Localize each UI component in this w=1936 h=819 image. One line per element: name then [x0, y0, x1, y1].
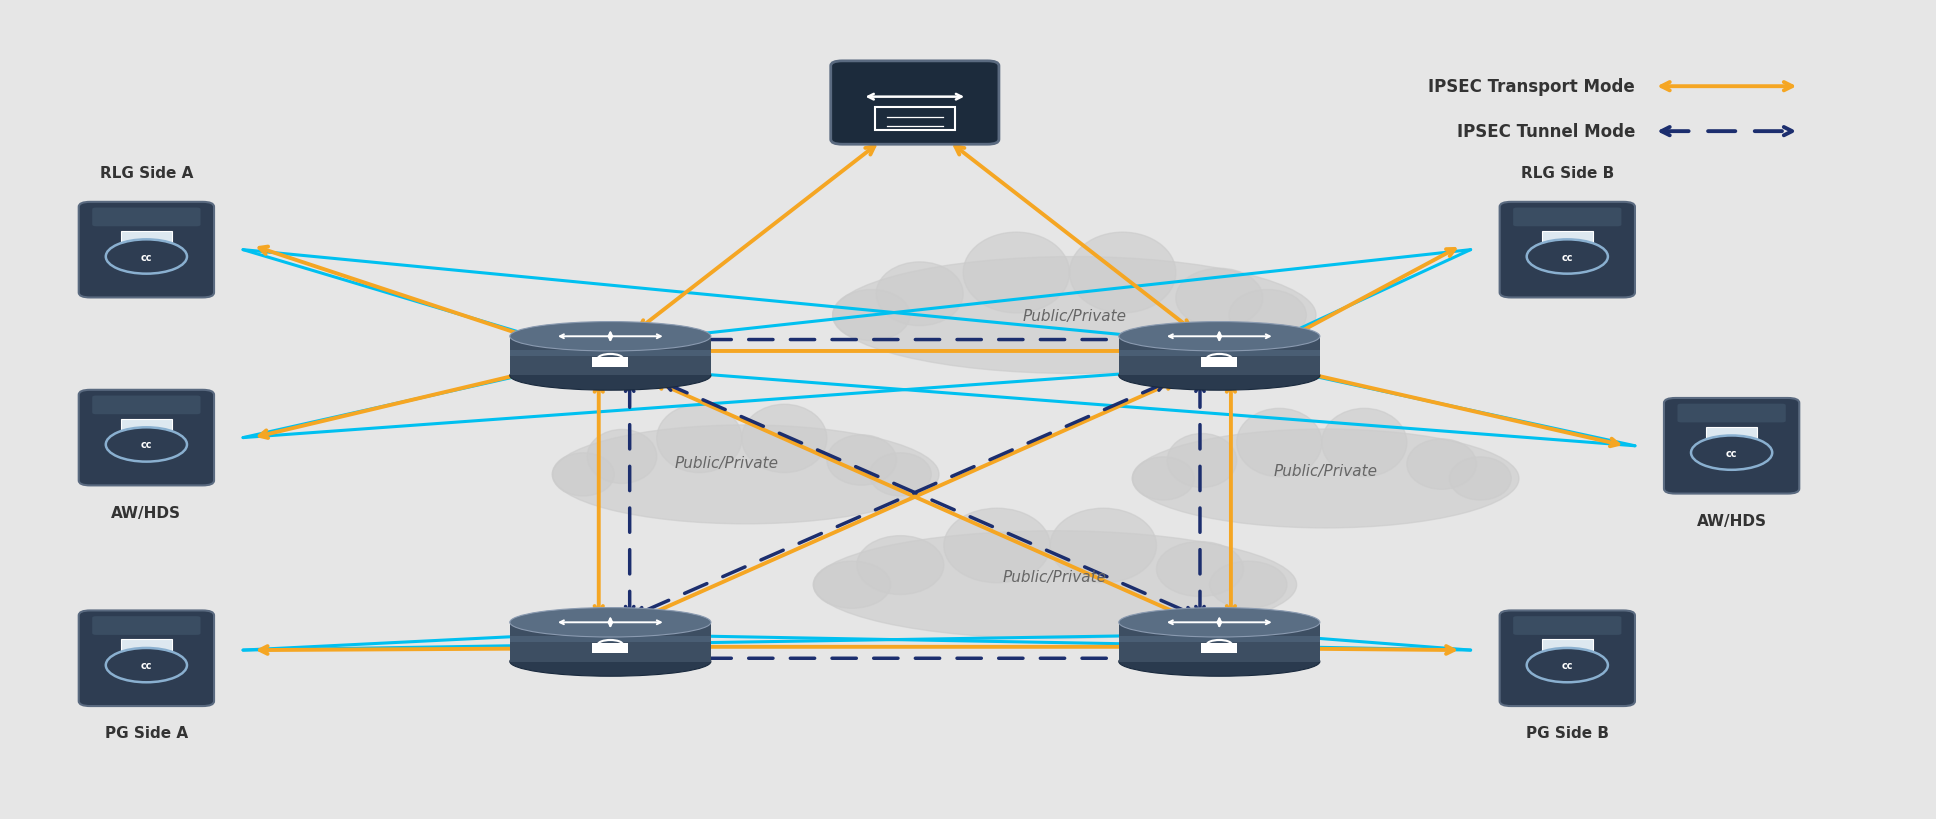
Ellipse shape	[1156, 542, 1243, 597]
FancyBboxPatch shape	[831, 61, 999, 145]
Text: AW/HDS: AW/HDS	[1696, 514, 1768, 528]
Ellipse shape	[877, 263, 964, 326]
FancyBboxPatch shape	[1663, 399, 1799, 494]
FancyBboxPatch shape	[93, 208, 201, 227]
Ellipse shape	[1229, 290, 1307, 341]
Ellipse shape	[1069, 233, 1175, 314]
Circle shape	[106, 648, 188, 682]
Ellipse shape	[552, 453, 614, 496]
Ellipse shape	[869, 453, 931, 496]
Bar	[1200, 357, 1237, 367]
Ellipse shape	[1175, 269, 1262, 328]
FancyBboxPatch shape	[1514, 617, 1622, 635]
Ellipse shape	[1133, 429, 1520, 528]
Text: cc: cc	[141, 660, 153, 670]
FancyBboxPatch shape	[93, 396, 201, 414]
Ellipse shape	[827, 435, 896, 486]
Ellipse shape	[1167, 434, 1237, 488]
Bar	[509, 337, 711, 376]
Text: PG Side A: PG Side A	[105, 726, 188, 740]
Ellipse shape	[509, 361, 711, 391]
Bar	[1543, 640, 1593, 654]
Ellipse shape	[509, 647, 711, 676]
Ellipse shape	[1322, 409, 1407, 477]
FancyBboxPatch shape	[79, 202, 215, 298]
Ellipse shape	[1237, 409, 1322, 477]
Bar	[592, 643, 629, 653]
Bar	[1200, 643, 1237, 653]
Ellipse shape	[1407, 439, 1477, 490]
Ellipse shape	[813, 531, 1297, 639]
Ellipse shape	[1119, 322, 1320, 351]
Ellipse shape	[813, 562, 891, 609]
Bar	[1119, 337, 1320, 376]
Ellipse shape	[945, 509, 1049, 583]
Text: Public/Private: Public/Private	[674, 455, 778, 470]
Bar	[122, 232, 172, 245]
Ellipse shape	[741, 405, 827, 473]
Text: PG Side B: PG Side B	[1526, 726, 1609, 740]
Bar	[1119, 622, 1320, 662]
Bar	[509, 636, 711, 642]
Ellipse shape	[509, 322, 711, 351]
Text: RLG Side B: RLG Side B	[1520, 166, 1615, 181]
Circle shape	[106, 428, 188, 462]
Circle shape	[1528, 648, 1609, 682]
Text: cc: cc	[1725, 448, 1737, 458]
Bar	[592, 357, 629, 367]
Text: cc: cc	[1562, 252, 1574, 262]
Ellipse shape	[964, 233, 1069, 314]
FancyBboxPatch shape	[79, 611, 215, 706]
Text: IPSEC Transport Mode: IPSEC Transport Mode	[1429, 78, 1636, 96]
Text: cc: cc	[141, 252, 153, 262]
Bar	[1706, 428, 1756, 441]
Ellipse shape	[656, 405, 741, 473]
Ellipse shape	[1450, 457, 1512, 500]
Bar	[122, 640, 172, 654]
Ellipse shape	[1119, 361, 1320, 391]
Circle shape	[1528, 240, 1609, 274]
FancyBboxPatch shape	[93, 617, 201, 635]
Bar	[509, 351, 711, 356]
Circle shape	[106, 240, 188, 274]
Text: RLG Side A: RLG Side A	[99, 166, 194, 181]
Text: cc: cc	[1562, 660, 1574, 670]
Bar	[509, 622, 711, 662]
Ellipse shape	[1119, 608, 1320, 637]
Ellipse shape	[858, 536, 945, 595]
Text: IPSEC Tunnel Mode: IPSEC Tunnel Mode	[1456, 123, 1636, 141]
Text: Public/Private: Public/Private	[1274, 464, 1378, 478]
Bar	[1543, 232, 1593, 245]
Ellipse shape	[509, 608, 711, 637]
Ellipse shape	[1119, 647, 1320, 676]
FancyBboxPatch shape	[1514, 208, 1622, 227]
Ellipse shape	[1133, 457, 1195, 500]
Text: Public/Private: Public/Private	[1022, 308, 1127, 324]
Ellipse shape	[832, 257, 1316, 374]
Text: Public/Private: Public/Private	[1003, 569, 1107, 584]
Bar	[122, 419, 172, 433]
Ellipse shape	[832, 290, 910, 341]
Ellipse shape	[587, 430, 656, 484]
FancyBboxPatch shape	[79, 391, 215, 486]
Bar	[1119, 351, 1320, 356]
FancyBboxPatch shape	[1500, 611, 1636, 706]
Ellipse shape	[1210, 562, 1287, 609]
Bar	[875, 108, 954, 131]
FancyBboxPatch shape	[1500, 202, 1636, 298]
Ellipse shape	[1049, 509, 1156, 583]
FancyBboxPatch shape	[1677, 405, 1785, 423]
Text: cc: cc	[141, 440, 153, 450]
Text: AW/HDS: AW/HDS	[112, 505, 182, 520]
Circle shape	[1690, 436, 1771, 470]
Bar	[1119, 636, 1320, 642]
Ellipse shape	[552, 425, 939, 524]
